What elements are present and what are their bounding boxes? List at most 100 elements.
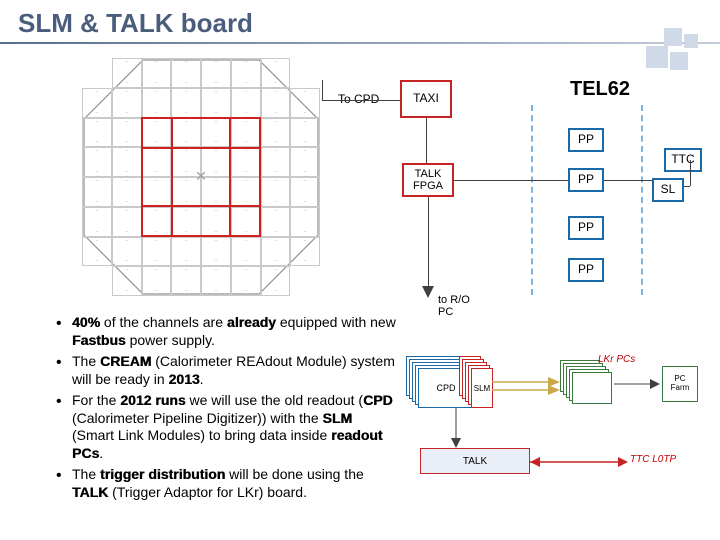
lkr-pc-stack [560, 360, 618, 410]
detector-cell: ···· [112, 147, 142, 177]
detector-cell: ···· [261, 237, 291, 267]
detector-cell: ···· [231, 58, 261, 88]
detector-cell: ···· [142, 147, 172, 177]
detector-cell: ···· [231, 118, 261, 148]
detector-cell: ···· [112, 237, 142, 267]
detector-cell: ···· [231, 207, 261, 237]
detector-cell: ···· [142, 207, 172, 237]
box-taxi-label: TAXI [413, 92, 439, 105]
label-to-ro-pc-1: to R/O [438, 294, 470, 306]
detector-cell: ···· [82, 177, 112, 207]
label-to-ro-pc: to R/O PC [438, 294, 470, 318]
bullet-list: 40% of the channels are already equipped… [16, 314, 396, 505]
detector-cell: ···· [142, 177, 172, 207]
detector-cell: ···· [142, 237, 172, 267]
detector-cell: ···· [171, 58, 201, 88]
detector-cell: ···· [201, 58, 231, 88]
box-pp-2: PP [568, 168, 604, 192]
box-talk-fpga-l2: FPGA [413, 180, 443, 192]
detector-cell: ···· [261, 207, 291, 237]
label-lkr-pcs: LKr PCs [598, 354, 635, 365]
detector-grid: // placeholder to keep validator happy; … [82, 58, 320, 296]
detector-cell: ···· [112, 118, 142, 148]
box-pp-2-label: PP [578, 173, 594, 186]
box-sl: SL [652, 178, 684, 202]
bullet-2: The CREAM (Calorimeter REAdout Module) s… [56, 353, 396, 389]
detector-cell: ···· [261, 266, 291, 296]
detector-cell: ···· [82, 147, 112, 177]
detector-cell: ···· [231, 237, 261, 267]
wire-sl-ttc-h [684, 186, 690, 187]
detector-cell: ···· [290, 147, 320, 177]
page-title: SLM & TALK board [18, 8, 253, 39]
detector-cell: ···· [290, 237, 320, 267]
wire-taxi-down [426, 118, 427, 163]
detector-cell: ···· [261, 58, 291, 88]
slm-stack-label: SLM [474, 384, 490, 393]
detector-cell: ···· [261, 88, 291, 118]
wire-pp2-sl [604, 180, 652, 181]
box-pp-1-label: PP [578, 133, 594, 146]
bullet-3: For the 2012 runs we will use the old re… [56, 392, 396, 464]
wire-talk-pp2 [454, 180, 568, 181]
detector-cell: ···· [201, 118, 231, 148]
label-to-ro-pc-2: PC [438, 306, 470, 318]
tel62-dashed-right [641, 105, 643, 295]
arrow-slm-lkr-icon [492, 376, 562, 398]
box-ttc: TTC [664, 148, 702, 172]
box-pp-4: PP [568, 258, 604, 282]
detector-cell: ···· [290, 118, 320, 148]
wire-talk-down [428, 197, 429, 292]
box-taxi: TAXI [400, 80, 452, 118]
wire-sl-ttc [690, 160, 691, 186]
detector-cell: ···· [142, 58, 172, 88]
box-pp-3-label: PP [578, 221, 594, 234]
detector-cell: ···· [261, 118, 291, 148]
detector-cell: ···· [261, 177, 291, 207]
box-pp-4-label: PP [578, 263, 594, 276]
box-talk-label: TALK [463, 456, 487, 467]
label-tel62: TEL62 [570, 78, 630, 101]
wire-cpd-up [322, 80, 323, 100]
detector-cell: ···· [171, 88, 201, 118]
cpd-stack: CPD SLM [406, 356, 476, 414]
detector-cell: ···· [112, 177, 142, 207]
detector-cell: ···· [171, 266, 201, 296]
box-pp-1: PP [568, 128, 604, 152]
lower-schematic: CPD SLM TALK LKr PCs PC Farm [400, 350, 705, 520]
detector-cell: ···· [290, 88, 320, 118]
detector-cell: ···· [82, 237, 112, 267]
detector-cell: ···· [112, 266, 142, 296]
corner-decoration [636, 28, 706, 78]
arrow-lkr-farm-icon [614, 378, 662, 390]
bullet-1: 40% of the channels are already equipped… [56, 314, 396, 350]
label-ttc-l0tp: TTC L0TP [630, 454, 676, 465]
detector-cell: ···· [261, 147, 291, 177]
detector-cell: ···· [231, 177, 261, 207]
detector-cell: ···· [290, 207, 320, 237]
box-talk: TALK [420, 448, 530, 474]
detector-cell: ···· [290, 177, 320, 207]
detector-cell: ···· [201, 207, 231, 237]
detector-cell: ···· [171, 118, 201, 148]
detector-cell: ···· [142, 266, 172, 296]
detector-cell: ···· [171, 237, 201, 267]
bullet-4: The trigger distribution will be done us… [56, 466, 396, 502]
detector-cell: ···· [231, 88, 261, 118]
detector-cell: ···· [112, 88, 142, 118]
arrow-talk-ttc-icon [530, 456, 630, 468]
detector-cell: ···· [201, 88, 231, 118]
wire-cpd-taxi [322, 100, 400, 101]
detector-cell: ···· [171, 207, 201, 237]
title-underline [0, 42, 720, 44]
box-sl-label: SL [661, 183, 676, 196]
detector-cell: ···· [201, 237, 231, 267]
detector-cell: ···· [201, 266, 231, 296]
box-talk-fpga-l1: TALK [413, 168, 443, 180]
detector-cell: ···· [142, 88, 172, 118]
box-pp-3: PP [568, 216, 604, 240]
detector-cell: ···· [231, 147, 261, 177]
box-pc-farm: PC Farm [662, 366, 698, 402]
detector-center-mark: ✕ [192, 168, 210, 186]
label-to-cpd: To CPD [338, 92, 379, 106]
